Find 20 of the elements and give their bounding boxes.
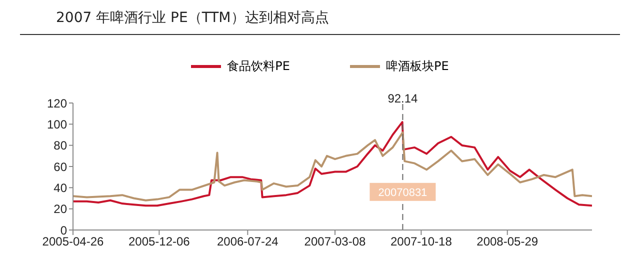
line-series: [73, 131, 592, 202]
x-tick-label: 2007-10-18: [390, 234, 452, 249]
x-tick-label: 2005-04-26: [42, 234, 104, 249]
annotation: 92.14: [388, 91, 418, 106]
y-tick-label: 100: [46, 117, 68, 132]
ref-line-label: 20070831: [378, 186, 428, 199]
y-tick-label: 120: [46, 96, 68, 110]
y-tick-label: 60: [54, 160, 68, 174]
legend-label: 啤酒板块PE: [386, 58, 449, 75]
line-series: [73, 121, 592, 207]
chart-title: 2007 年啤酒行业 PE（TTM）达到相对高点: [56, 9, 329, 27]
x-tick-label: 2006-07-24: [216, 234, 279, 249]
y-tick-label: 40: [54, 180, 68, 195]
legend-label: 食品饮料PE: [227, 58, 290, 75]
x-tick-label: 2005-12-06: [128, 234, 190, 249]
y-tick-label: 80: [54, 138, 68, 153]
y-tick-label: 0: [60, 223, 68, 238]
x-tick-label: 2007-03-08: [304, 234, 366, 249]
x-tick-label: 2008-05-29: [476, 234, 538, 249]
y-tick-label: 20: [54, 202, 68, 216]
